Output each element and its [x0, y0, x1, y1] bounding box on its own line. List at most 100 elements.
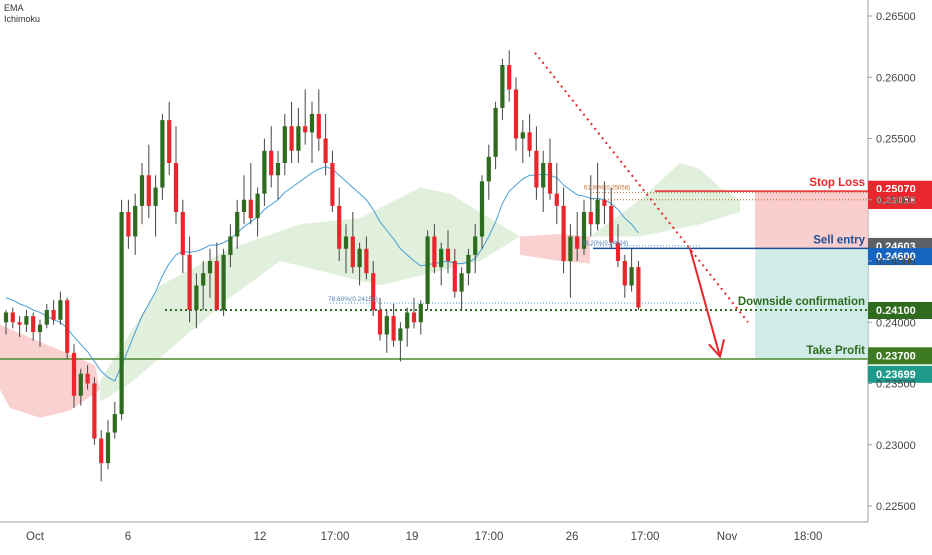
- candle-down: [214, 261, 219, 310]
- candle-up: [466, 254, 471, 274]
- stop-loss-zone: [755, 191, 868, 249]
- candle-up: [343, 236, 349, 249]
- sell-entry-title: Sell entry: [813, 234, 865, 246]
- time-tick-label: 18:00: [794, 531, 823, 543]
- price-tick-label: 0.24500: [876, 256, 916, 268]
- candle-up: [194, 285, 199, 310]
- candle-down: [622, 261, 627, 286]
- candle-up: [581, 212, 587, 249]
- candle-down: [316, 114, 321, 139]
- candle-down: [126, 212, 131, 237]
- candle-up: [486, 156, 491, 182]
- candle-up: [418, 303, 423, 323]
- time-tick-label: 17:00: [631, 531, 660, 543]
- candle-up: [37, 324, 43, 333]
- candle-up: [541, 163, 546, 188]
- candle-up: [139, 175, 145, 206]
- candle-up: [160, 120, 165, 188]
- candle-up: [275, 163, 281, 176]
- price-tick-label: 0.26500: [876, 11, 916, 23]
- ichimoku-cloud-green: [100, 187, 520, 402]
- candle-up: [235, 212, 240, 237]
- fib-618-price-badge-bg: [868, 191, 932, 209]
- candle-down: [364, 248, 369, 274]
- candle-down: [330, 163, 335, 206]
- downside-price-badge-bg: [868, 302, 932, 319]
- candle-up: [296, 126, 301, 151]
- candle-down: [337, 205, 342, 249]
- candle-up: [629, 267, 634, 286]
- candle-down: [391, 316, 396, 341]
- candle-up: [112, 414, 117, 433]
- candle-up: [262, 150, 267, 194]
- take-profit-alt-price-badge-bg: [868, 365, 932, 383]
- time-tick-label: Oct: [26, 531, 45, 543]
- candle-down: [527, 132, 532, 151]
- candle-down: [547, 163, 553, 194]
- candle-up: [357, 248, 362, 268]
- candle-up: [398, 328, 403, 341]
- candle-up: [24, 316, 29, 325]
- price-tick-label: 0.23500: [876, 379, 916, 391]
- candle-up: [405, 312, 410, 329]
- candle-down: [513, 89, 519, 139]
- price-tick-label: 0.26000: [876, 72, 916, 84]
- candle-down: [71, 352, 77, 396]
- candle-down: [146, 175, 151, 206]
- indicator-label-ichimoku: Ichimoku: [4, 14, 41, 24]
- candle-up: [520, 132, 525, 139]
- candle-up: [241, 199, 247, 212]
- ema-line: [5, 166, 639, 382]
- candle-up: [595, 199, 600, 225]
- fib-786-label: 78.60%(0.24156): [328, 296, 378, 303]
- candle-up: [425, 236, 430, 304]
- stop-loss-title: Stop Loss: [809, 177, 865, 189]
- time-tick-label: 6: [125, 531, 131, 543]
- indicator-label-ema: EMA: [4, 3, 24, 13]
- time-tick-label: 17:00: [475, 531, 504, 543]
- candle-up: [459, 273, 464, 292]
- price-tick-label: 0.22500: [876, 501, 916, 513]
- candle-down: [636, 267, 641, 308]
- candle-up: [282, 126, 287, 163]
- take-profit-alt-price-badge: 0.23699: [876, 369, 916, 381]
- candle-down: [31, 316, 36, 333]
- candle-up: [493, 107, 498, 157]
- downside-confirmation-title: Downside confirmation: [738, 296, 865, 308]
- candle-down: [92, 383, 97, 439]
- candle-down: [588, 212, 593, 225]
- candle-down: [269, 150, 274, 176]
- candle-down: [615, 242, 621, 261]
- take-profit-zone: [755, 248, 868, 359]
- candle-down: [17, 322, 22, 325]
- downside-price-badge: 0.24100: [876, 305, 916, 317]
- candle-down: [187, 254, 192, 310]
- fib-618-price-badge: 0.25058: [876, 195, 916, 207]
- candle-up: [473, 236, 478, 255]
- candle-down: [507, 65, 512, 90]
- candle-down: [289, 126, 294, 151]
- candle-up: [568, 236, 573, 261]
- candle-down: [51, 310, 56, 320]
- candle-up: [201, 273, 206, 286]
- candle-up: [153, 187, 158, 206]
- candle-up: [44, 310, 49, 325]
- down-arrow-head: [708, 339, 725, 359]
- candle-down: [65, 300, 70, 353]
- candle-up: [479, 181, 485, 237]
- fib-382-label: 38.20%(0.24624): [582, 241, 628, 247]
- candle-down: [432, 236, 437, 268]
- candle-down: [602, 199, 607, 206]
- time-tick-label: 19: [406, 531, 419, 543]
- price-tick-label: 0.25000: [876, 195, 916, 207]
- take-profit-title: Take Profit: [806, 345, 865, 357]
- down-arrow-line: [689, 248, 721, 357]
- candle-up: [228, 236, 233, 255]
- time-tick-label: Nov: [717, 531, 738, 543]
- candle-up: [439, 248, 444, 268]
- candle-down: [303, 126, 308, 133]
- time-tick-label: 17:00: [321, 531, 350, 543]
- candle-down: [180, 212, 185, 255]
